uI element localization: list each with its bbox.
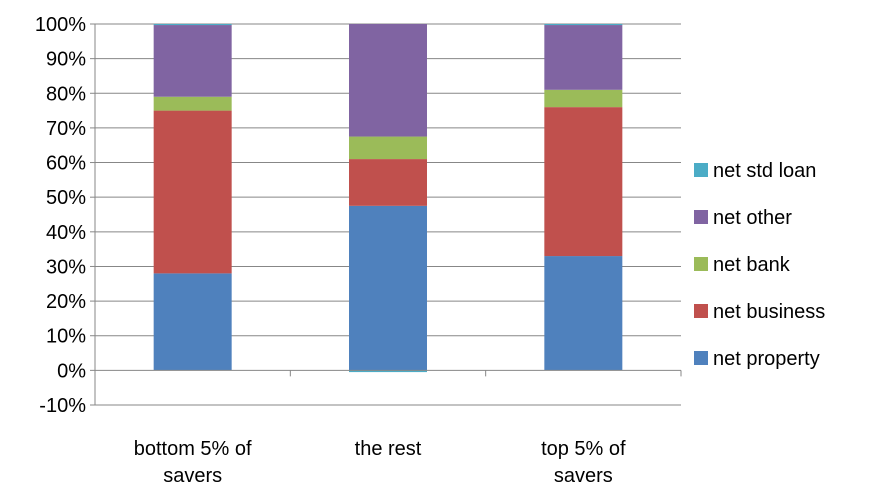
y-tick-label: 50% xyxy=(46,187,86,209)
bar-segment xyxy=(153,96,232,111)
bar-segment xyxy=(544,107,623,257)
legend-swatch xyxy=(694,210,708,224)
legend-label: net std loan xyxy=(713,160,816,182)
y-tick-label: 40% xyxy=(46,222,86,244)
y-tick-label: 70% xyxy=(46,118,86,140)
legend-swatch xyxy=(694,351,708,365)
bar-segment xyxy=(349,205,427,371)
category-labels: bottom 5% of savers the rest top 5% of saver… xyxy=(134,438,626,487)
bar-segment xyxy=(153,24,232,26)
category-label-line: top 5% of xyxy=(541,438,626,460)
bar-segment xyxy=(153,25,232,97)
y-tick-label: 90% xyxy=(46,49,86,71)
category-label: bottom 5% of savers xyxy=(134,438,252,487)
y-tick-label: 0% xyxy=(57,360,86,382)
bar-segment xyxy=(349,159,427,206)
y-tick-label: 20% xyxy=(46,291,86,313)
legend-label: net property xyxy=(713,348,820,370)
axes xyxy=(90,23,682,406)
y-tick-label: 30% xyxy=(46,256,86,278)
category-label: top 5% of savers xyxy=(541,438,626,487)
y-tick-label: 100% xyxy=(35,14,86,36)
category-label-line: the rest xyxy=(355,438,422,460)
legend-label: net other xyxy=(713,207,792,229)
y-tick-labels: -10% 0% 10% 20% 30% 40% 50% 60% 70% 80% 90% 100% xyxy=(35,14,86,417)
y-tick-label: 80% xyxy=(46,83,86,105)
legend: net std loan net other net bank net busines… xyxy=(694,160,825,370)
bar-segment xyxy=(349,24,427,137)
legend-label: net business xyxy=(713,301,825,323)
legend-swatch xyxy=(694,304,708,318)
y-tick-label: -10% xyxy=(39,395,86,417)
category-label: the rest xyxy=(355,438,422,460)
bar-segment xyxy=(153,110,232,274)
bar-segment xyxy=(153,273,232,371)
y-tick-label: 10% xyxy=(46,326,86,348)
bar-segment xyxy=(349,136,427,160)
category-label-line: savers xyxy=(163,465,222,487)
legend-swatch xyxy=(694,163,708,177)
bar-segment xyxy=(544,25,623,90)
bars xyxy=(153,24,623,373)
legend-label: net bank xyxy=(713,254,791,276)
bar-segment xyxy=(349,370,427,373)
bar-segment xyxy=(544,89,623,108)
bar-segment xyxy=(544,24,623,26)
legend-swatch xyxy=(694,257,708,271)
category-label-line: bottom 5% of xyxy=(134,438,252,460)
category-label-line: savers xyxy=(554,465,613,487)
bar-segment xyxy=(544,256,623,371)
y-tick-label: 60% xyxy=(46,153,86,175)
